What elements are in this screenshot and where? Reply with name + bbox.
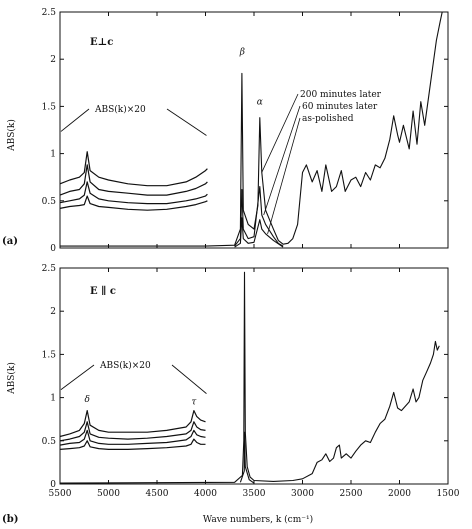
y-tick-label: 2.5 (42, 264, 57, 274)
curve-leader-line (263, 105, 301, 216)
inset-bracket-line (166, 108, 207, 136)
inset-series-line (59, 429, 206, 446)
panel-label: (b) (2, 514, 18, 525)
y-tick-label: 0.5 (42, 437, 57, 447)
inset-series-line (59, 151, 208, 187)
polarization-annotation: E ∥ c (90, 285, 116, 297)
inset-bracket-line (171, 364, 207, 394)
polarization-annotation: E⊥c (90, 37, 113, 48)
x-tick-label: 5500 (49, 489, 72, 499)
inset-series-line (59, 410, 206, 438)
inset-scale-label: ABS(k)×20 (94, 104, 146, 115)
curve-label-as-polished: as-polished (302, 114, 354, 124)
y-axis-label: ABS(k) (6, 119, 17, 152)
series-line (239, 431, 255, 484)
x-tick-label: 3500 (243, 489, 266, 499)
curve-label-60min: 60 minutes later (302, 102, 378, 112)
x-tick-label: 5000 (97, 489, 120, 499)
x-tick-label: 1500 (437, 489, 460, 499)
y-tick-label: 0 (50, 244, 56, 254)
y-tick-label: 2 (50, 55, 56, 65)
y-tick-label: 0 (50, 480, 56, 490)
inset-series-line (59, 181, 208, 205)
y-tick-label: 0.5 (42, 197, 57, 207)
panel-b: (b) ABS(k) E ∥ c ABS(k)×20 Wave numbers,… (2, 264, 460, 525)
panel-a: (a) ABS(k) E⊥c ABS(k)×20 200 minutes lat… (2, 8, 449, 254)
y-tick-label: 1.5 (42, 350, 57, 360)
y-tick-label: 1.5 (42, 102, 57, 112)
peak-label: τ (191, 398, 197, 408)
inset-series-line (59, 195, 208, 211)
x-tick-label: 3000 (291, 489, 314, 499)
x-tick-label: 2500 (340, 489, 363, 499)
x-tick-label: 2000 (388, 489, 411, 499)
inset-bracket-line (60, 364, 95, 390)
peak-label: α (257, 98, 263, 108)
curve-leader-line (267, 117, 301, 234)
x-tick-label: 4000 (194, 489, 217, 499)
series-line (234, 186, 284, 247)
inset-scale-label: ABS(k)×20 (99, 360, 151, 371)
curve-leader-line (261, 93, 299, 173)
y-tick-label: 2 (50, 307, 56, 317)
plot-frame (59, 11, 449, 249)
series-line (234, 217, 284, 248)
y-tick-label: 1 (50, 394, 56, 404)
peak-label: δ (84, 395, 89, 405)
panel-label: (a) (2, 236, 18, 247)
inset-series-line (59, 421, 206, 442)
series-line (59, 271, 440, 484)
inset-series-line (59, 438, 206, 450)
inset-bracket-line (60, 108, 90, 132)
curve-label-200min: 200 minutes later (300, 90, 382, 100)
inset-series-line (59, 164, 208, 196)
peak-label: β (239, 47, 245, 57)
y-axis-label: ABS(k) (6, 362, 17, 395)
y-tick-label: 1 (50, 150, 56, 160)
y-tick-label: 2.5 (42, 8, 57, 18)
x-tick-label: 4500 (146, 489, 169, 499)
series-line (60, 11, 443, 247)
x-axis-label: Wave numbers, k (cm⁻¹) (203, 514, 313, 525)
plot-frame (59, 267, 449, 485)
